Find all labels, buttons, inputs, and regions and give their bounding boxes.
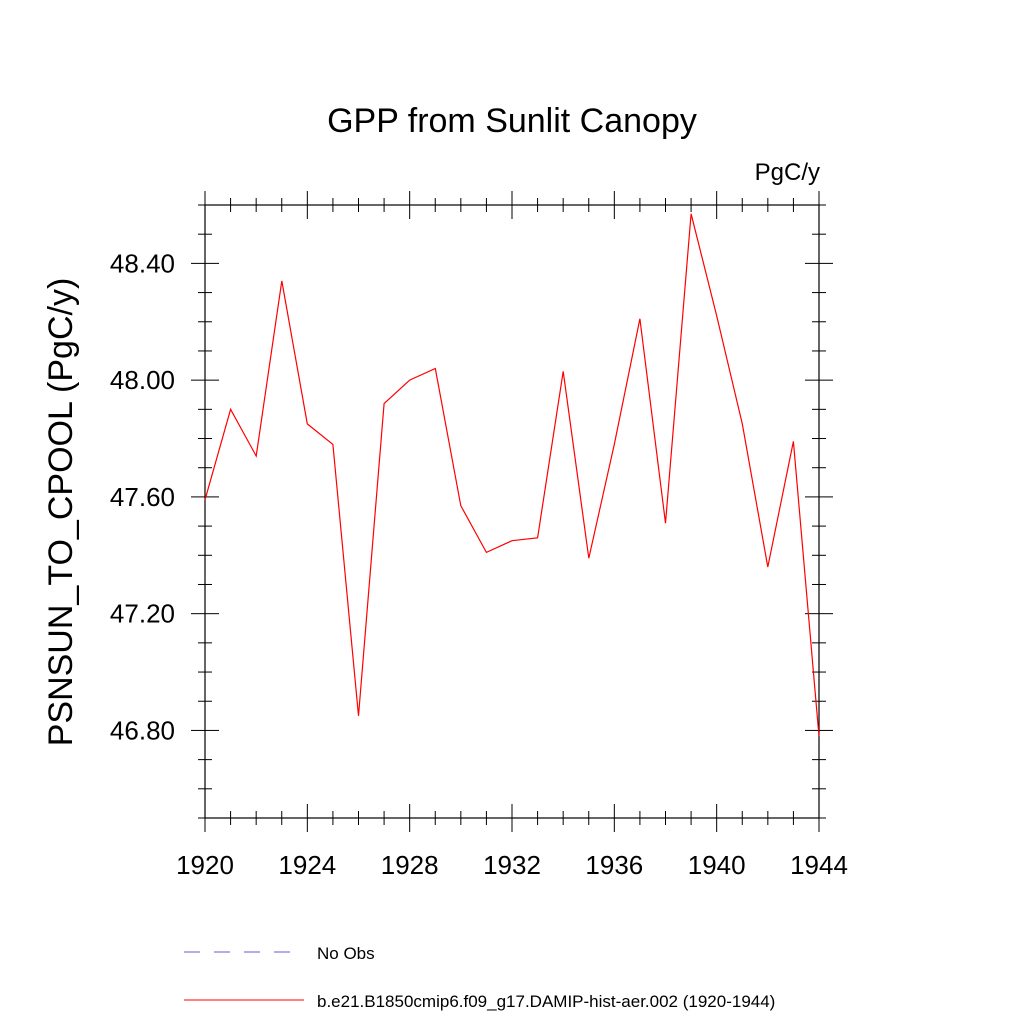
- chart-title: GPP from Sunlit Canopy: [327, 102, 697, 140]
- legend-label: b.e21.B1850cmip6.f09_g17.DAMIP-hist-aer.…: [317, 992, 775, 1011]
- y-tick-label: 46.80: [110, 715, 175, 745]
- y-tick-label: 47.20: [110, 599, 175, 629]
- plot-frame: [204, 204, 820, 819]
- axis-tick-labels: 1920 1924 1928 1932 1936 1940 1944 46.80 47.20 47…: [110, 248, 848, 880]
- legend: No Obs b.e21.B1850cmip6.f09_g17.DAMIP-his…: [184, 944, 775, 1011]
- series-group: [204, 213, 820, 737]
- y-tick-label: 48.40: [110, 248, 175, 278]
- series-line: [204, 213, 820, 737]
- units-label: PgC/y: [755, 159, 820, 186]
- x-tick-label: 1944: [790, 850, 848, 880]
- x-tick-label: 1924: [278, 850, 336, 880]
- y-axis-label: PSNSUN_TO_CPOOL (PgC/y): [42, 278, 80, 747]
- y-tick-label: 48.00: [110, 365, 175, 395]
- legend-label: No Obs: [317, 944, 375, 963]
- x-tick-label: 1920: [176, 850, 234, 880]
- x-tick-label: 1936: [585, 850, 643, 880]
- x-tick-label: 1940: [688, 850, 746, 880]
- y-tick-label: 47.60: [110, 482, 175, 512]
- x-tick-label: 1928: [381, 850, 439, 880]
- x-tick-label: 1932: [483, 850, 541, 880]
- axis-ticks: [191, 191, 833, 832]
